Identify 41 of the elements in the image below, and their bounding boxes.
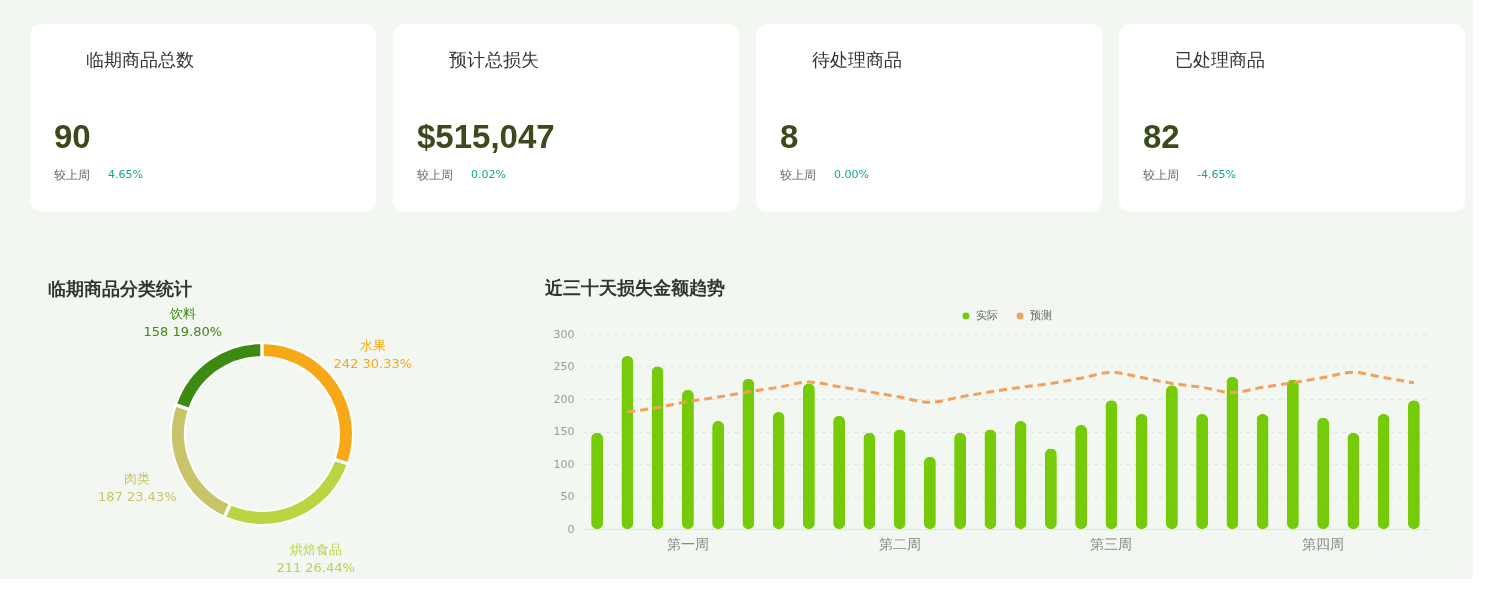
- slice-label: 水果: [359, 338, 386, 354]
- text: -4.65%: [1197, 168, 1236, 181]
- line-series: [625, 370, 1416, 414]
- text: $515,047: [417, 118, 555, 155]
- data-label: 242 30.33%: [333, 356, 413, 372]
- data-label: 211 26.44%: [276, 559, 355, 575]
- y-tick-label: 250: [553, 360, 575, 373]
- text: 较上周: [54, 168, 90, 182]
- text: 82: [1143, 118, 1180, 155]
- x-tick-label: 第二周: [878, 535, 921, 552]
- text: 较上周: [1143, 168, 1179, 182]
- data-label: 187 23.43%: [97, 489, 177, 505]
- x-tick-label: 第四周: [1302, 535, 1345, 552]
- text: 临期商品总数: [86, 49, 194, 70]
- slice-label: 烘焙食品: [289, 541, 342, 557]
- text: 0.00%: [834, 168, 869, 181]
- text: 较上周: [417, 168, 453, 182]
- text: 较上周: [780, 168, 816, 182]
- x-tick-label: 第三周: [1090, 535, 1133, 552]
- text: 已处理商品: [1175, 49, 1265, 70]
- y-tick-label: 150: [553, 425, 575, 438]
- y-tick-label: 200: [553, 392, 575, 406]
- text: 8: [780, 118, 799, 155]
- text: 90: [54, 118, 91, 155]
- text: 0.02%: [471, 168, 506, 181]
- slice-label: 肉类: [124, 471, 151, 487]
- legend-label: 预测: [1029, 308, 1052, 322]
- legend-label: 实际: [975, 308, 998, 322]
- chart-title: 近三十天损失金额趋势: [544, 277, 725, 298]
- chart-title: 临期商品分类统计: [48, 278, 192, 300]
- y-tick-label: 50: [560, 490, 575, 503]
- text: 预计总损失: [449, 49, 539, 70]
- x-tick-label: 第一周: [666, 535, 709, 552]
- y-tick-label: 0: [567, 522, 575, 536]
- y-tick-label: 100: [553, 457, 575, 471]
- text: 待处理商品: [812, 49, 902, 70]
- slice-label: 饮料: [168, 306, 196, 322]
- text: 4.65%: [108, 168, 143, 181]
- y-tick-label: 300: [553, 327, 575, 341]
- bar: [1165, 385, 1178, 529]
- data-label: 158 19.80%: [143, 324, 223, 340]
